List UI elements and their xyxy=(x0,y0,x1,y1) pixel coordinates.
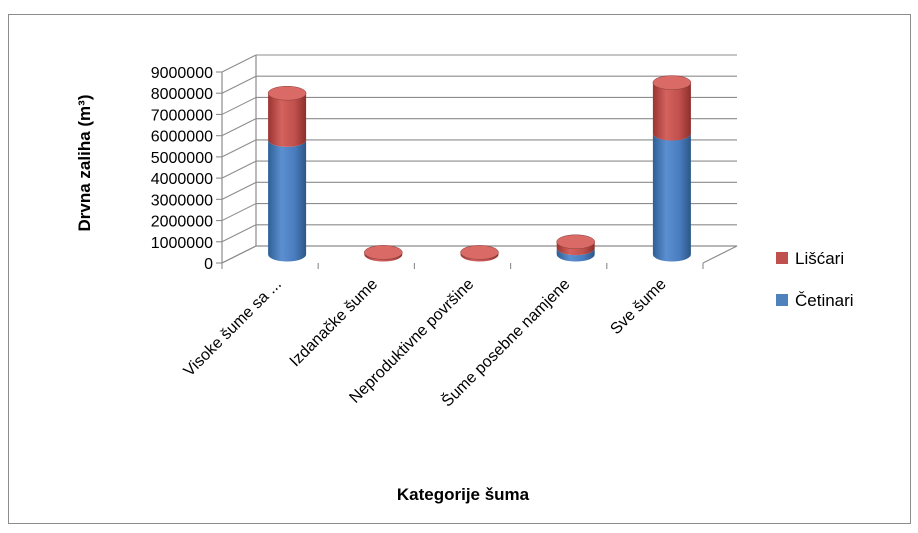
x-axis-categories: Visoke šume sa ... Izdanačke šumeNeproduk… xyxy=(181,274,670,410)
legend-label-liscari: Lišćari xyxy=(795,249,844,268)
bar-top-cap xyxy=(652,75,692,90)
gridline xyxy=(221,118,737,137)
x-category-label: Visoke šume sa ... xyxy=(181,276,285,380)
legend-swatch-liscari xyxy=(776,252,788,264)
y-tick-label: 1000000 xyxy=(151,235,213,252)
gridline xyxy=(221,203,737,222)
y-tick-label: 3000000 xyxy=(151,192,213,209)
y-tick-label: 4000000 xyxy=(151,171,213,188)
bar-top-cap xyxy=(364,245,403,260)
bar-cetinari xyxy=(556,248,595,262)
y-axis-ticks: 0 1000000 2000000 3000000 4000000 5000000 6000… xyxy=(151,65,704,273)
bar-top-cap xyxy=(267,85,307,101)
gridline xyxy=(221,224,737,243)
x-category-label: Izdanačke šume xyxy=(287,276,381,370)
y-axis-title: Drvna zaliha (m³) xyxy=(75,95,94,232)
bar-cetinari xyxy=(268,139,307,262)
y-tick-label: 9000000 xyxy=(151,65,213,82)
legend-swatch-cetinari xyxy=(776,294,788,306)
y-tick-label: 6000000 xyxy=(151,129,213,146)
y-tick-label: 8000000 xyxy=(151,86,213,103)
x-axis-title: Kategorije šuma xyxy=(397,485,530,504)
bars xyxy=(267,75,692,262)
y-tick-label: 5000000 xyxy=(151,150,213,167)
bar-top-cap xyxy=(460,245,499,260)
bar-cetinari xyxy=(652,133,691,262)
y-tick-label: 2000000 xyxy=(151,214,213,231)
bar-liscari xyxy=(460,252,499,262)
bar-top-cap xyxy=(556,234,595,250)
y-tick-label: 0 xyxy=(204,256,213,273)
gridline xyxy=(221,75,737,94)
bar-liscari xyxy=(556,241,595,256)
chart-frame xyxy=(8,14,911,524)
gridline xyxy=(221,181,737,200)
bar-liscari xyxy=(268,93,307,147)
gridline xyxy=(221,54,737,73)
legend: Lišćari Četinari xyxy=(776,249,854,310)
legend-label-cetinari: Četinari xyxy=(795,291,854,310)
gridline xyxy=(221,160,737,179)
x-category-label: Sve šume xyxy=(607,276,669,338)
gridlines xyxy=(221,54,737,264)
bar-liscari xyxy=(652,82,691,141)
gridline xyxy=(221,139,737,158)
bar-liscari xyxy=(364,252,403,262)
gridline xyxy=(221,96,737,115)
y-tick-label: 7000000 xyxy=(151,107,213,124)
